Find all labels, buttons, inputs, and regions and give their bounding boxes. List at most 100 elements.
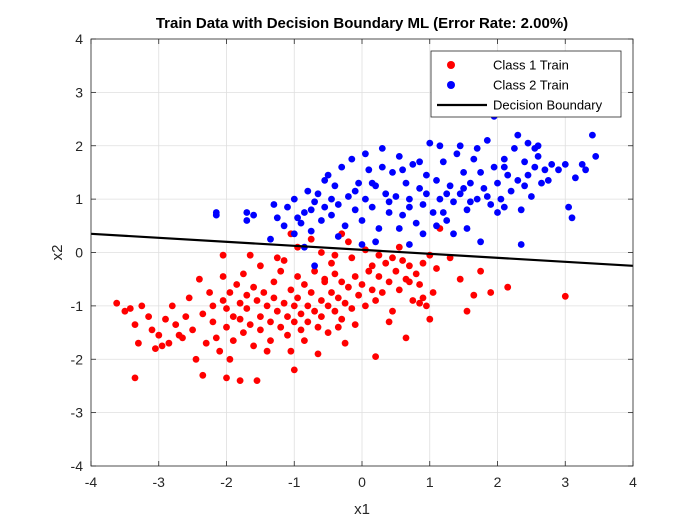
data-point [368, 203, 376, 211]
data-point [126, 305, 134, 312]
y-tick-label: 0 [75, 245, 83, 261]
data-point [328, 289, 335, 296]
data-point [463, 307, 471, 315]
boundary-lines [90, 232, 634, 267]
data-point [297, 310, 305, 318]
data-point [250, 342, 257, 350]
data-point [257, 262, 264, 270]
data-point [456, 190, 464, 198]
data-point [311, 307, 318, 315]
data-point [324, 329, 332, 336]
data-point [477, 267, 484, 275]
data-point [416, 281, 423, 288]
data-point [531, 145, 539, 152]
data-point [351, 187, 359, 195]
data-point [158, 342, 166, 350]
legend: Class 1 Train Class 2 Train Decision Bou… [430, 50, 622, 118]
data-point [263, 347, 271, 355]
data-point [534, 153, 542, 160]
data-point [257, 326, 264, 334]
data-point [196, 275, 203, 283]
data-point [223, 305, 230, 312]
data-point [358, 281, 366, 288]
data-point [467, 179, 474, 187]
data-point [155, 331, 163, 339]
data-point [267, 337, 274, 344]
data-point [429, 209, 437, 216]
data-point [253, 297, 261, 304]
legend-label-class-1: Class 1 Train [493, 58, 569, 73]
data-point [294, 294, 301, 302]
data-point [270, 294, 278, 302]
data-point [548, 161, 556, 168]
data-point [378, 145, 386, 152]
data-point [304, 302, 312, 310]
data-point [385, 318, 393, 326]
data-point [399, 166, 406, 174]
x-tick-label: -3 [153, 474, 166, 490]
data-point [270, 201, 278, 208]
data-point [406, 203, 413, 211]
data-point [240, 329, 247, 336]
data-point [172, 321, 180, 328]
data-point [229, 337, 237, 344]
data-point [426, 139, 434, 147]
data-point [314, 350, 322, 358]
data-point [229, 313, 237, 320]
data-point [368, 262, 376, 270]
data-point [528, 193, 535, 200]
data-point [318, 313, 325, 320]
data-point [544, 177, 552, 184]
data-point [433, 222, 440, 230]
data-point [419, 294, 427, 302]
data-points [113, 113, 600, 384]
data-point [372, 353, 379, 360]
data-point [131, 321, 139, 328]
data-point [179, 334, 186, 342]
data-point [507, 187, 515, 195]
data-point [290, 230, 298, 238]
data-point [311, 198, 318, 206]
data-point [362, 302, 369, 310]
data-point [514, 177, 522, 184]
data-point [521, 182, 528, 190]
data-point [500, 155, 508, 163]
data-point [257, 313, 264, 320]
data-point [280, 222, 288, 230]
data-point [209, 302, 217, 310]
data-point [389, 169, 396, 176]
y-tick-label: 3 [75, 84, 83, 100]
data-point [358, 241, 366, 248]
data-point [402, 179, 410, 187]
data-point [385, 209, 393, 216]
data-point [409, 161, 417, 168]
data-point [212, 211, 220, 219]
data-point [470, 291, 478, 299]
data-point [263, 302, 271, 310]
data-point [307, 289, 315, 296]
data-point [307, 227, 315, 235]
data-point [297, 219, 305, 227]
decision-boundary-line [90, 232, 634, 267]
data-point [189, 326, 197, 334]
data-point [565, 203, 572, 211]
data-point [331, 307, 339, 315]
data-point [446, 182, 454, 190]
data-point [290, 318, 298, 326]
data-point [199, 310, 207, 318]
data-point [287, 347, 295, 355]
data-point [436, 195, 444, 203]
data-point [395, 225, 403, 232]
x-tick-label: -2 [220, 474, 233, 490]
data-point [521, 158, 528, 166]
data-point [524, 139, 532, 147]
data-point [338, 163, 346, 171]
data-point [433, 265, 440, 272]
data-point [311, 262, 318, 270]
data-point [409, 297, 417, 304]
data-point [226, 355, 234, 363]
data-point [318, 217, 325, 224]
data-point [365, 267, 373, 275]
data-point [494, 209, 501, 216]
